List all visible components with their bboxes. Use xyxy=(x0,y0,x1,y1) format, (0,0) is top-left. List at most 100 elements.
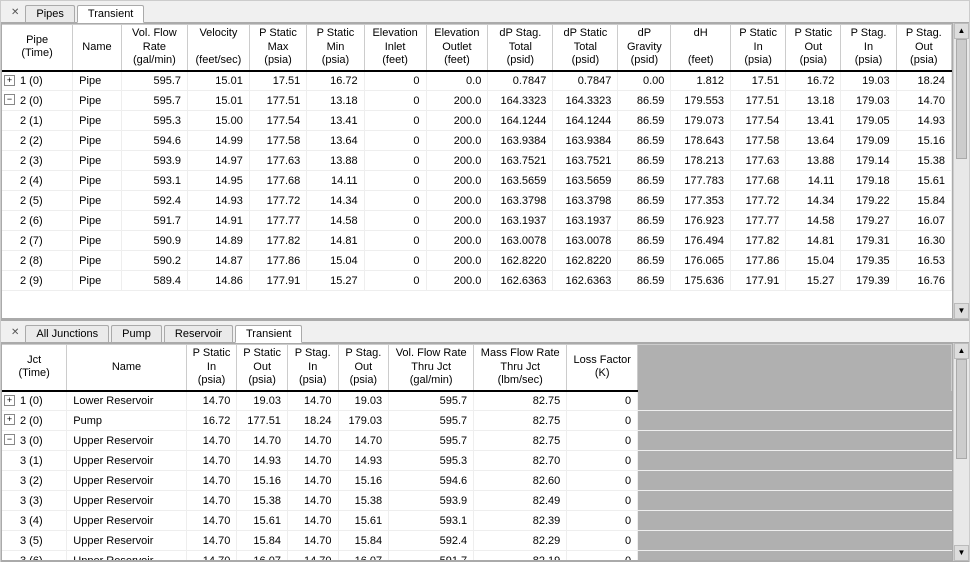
expand-icon[interactable]: + xyxy=(4,414,15,425)
table-row[interactable]: 3 (5)Upper Reservoir14.7015.8414.7015.84… xyxy=(2,531,952,551)
table-row[interactable]: +1 (0)Pipe595.715.0117.5116.7200.00.7847… xyxy=(2,71,952,91)
row-id: 2 (7) xyxy=(20,235,43,247)
column-header[interactable]: P Static In (psia) xyxy=(186,345,237,391)
collapse-icon[interactable]: − xyxy=(4,434,15,445)
table-row[interactable]: −3 (0)Upper Reservoir14.7014.7014.7014.7… xyxy=(2,431,952,451)
column-header[interactable]: P Stag. In (psia) xyxy=(287,345,338,391)
row-name: Upper Reservoir xyxy=(67,551,186,562)
table-row[interactable]: 2 (5)Pipe592.414.93177.7214.340200.0163.… xyxy=(2,191,952,211)
table-row[interactable]: +2 (0)Pump16.72177.5118.24179.03595.782.… xyxy=(2,411,952,431)
cell-value: 179.09 xyxy=(841,131,896,151)
scroll-up-icon[interactable]: ▲ xyxy=(954,23,969,39)
table-row[interactable]: 2 (6)Pipe591.714.91177.7714.580200.0163.… xyxy=(2,211,952,231)
cell-value: 86.59 xyxy=(618,111,671,131)
bottom-tab-all-junctions[interactable]: All Junctions xyxy=(25,325,109,342)
table-row[interactable]: 2 (4)Pipe593.114.95177.6814.110200.0163.… xyxy=(2,171,952,191)
cell-value: 179.35 xyxy=(841,251,896,271)
collapse-icon[interactable]: − xyxy=(4,94,15,105)
table-row[interactable]: 3 (1)Upper Reservoir14.7014.9314.7014.93… xyxy=(2,451,952,471)
scroll-thumb[interactable] xyxy=(956,359,967,459)
column-header[interactable]: P Static In (psia) xyxy=(731,25,786,71)
collapse-bottom-icon[interactable]: ✕ xyxy=(5,327,25,338)
column-header[interactable]: Vol. Flow Rate (gal/min) xyxy=(121,25,187,71)
cell-value: 14.11 xyxy=(307,171,364,191)
table-row[interactable]: 2 (2)Pipe594.614.99177.5813.640200.0163.… xyxy=(2,131,952,151)
row-name: Upper Reservoir xyxy=(67,511,186,531)
scroll-thumb[interactable] xyxy=(956,39,967,159)
cell-value: 593.1 xyxy=(121,171,187,191)
table-row[interactable]: 3 (4)Upper Reservoir14.7015.6114.7015.61… xyxy=(2,511,952,531)
collapse-top-icon[interactable]: ✕ xyxy=(5,7,25,18)
top-tab-strip: ✕ PipesTransient xyxy=(1,1,969,23)
cell-value: 14.70 xyxy=(287,551,338,562)
column-header[interactable]: dH (feet) xyxy=(671,25,731,71)
table-row[interactable]: 3 (3)Upper Reservoir14.7015.3814.7015.38… xyxy=(2,491,952,511)
column-header[interactable]: Velocity (feet/sec) xyxy=(188,25,250,71)
top-tab-pipes[interactable]: Pipes xyxy=(25,5,75,22)
row-id: 2 (0) xyxy=(20,415,43,427)
column-header[interactable]: P Static Max (psia) xyxy=(249,25,306,71)
bottom-tab-transient[interactable]: Transient xyxy=(235,325,302,343)
table-row[interactable]: 3 (6)Upper Reservoir14.7016.0714.7016.07… xyxy=(2,551,952,562)
cell-value: 15.38 xyxy=(338,491,389,511)
column-header[interactable]: P Stag. Out (psia) xyxy=(896,25,951,71)
column-header[interactable]: P Stag. Out (psia) xyxy=(338,345,389,391)
column-header[interactable]: Jct (Time) xyxy=(2,345,67,391)
table-row[interactable]: 2 (8)Pipe590.214.87177.8615.040200.0162.… xyxy=(2,251,952,271)
column-header[interactable]: Loss Factor (K) xyxy=(567,345,638,391)
cell-value: 82.39 xyxy=(474,511,567,531)
cell-value: 19.03 xyxy=(841,71,896,91)
cell-value: 593.9 xyxy=(121,151,187,171)
column-header[interactable]: Vol. Flow Rate Thru Jct (gal/min) xyxy=(389,345,474,391)
column-header[interactable]: Name xyxy=(67,345,186,391)
cell-value: 82.60 xyxy=(474,471,567,491)
top-vscrollbar[interactable]: ▲ ▼ xyxy=(953,23,969,319)
table-row[interactable]: +1 (0)Lower Reservoir14.7019.0314.7019.0… xyxy=(2,391,952,411)
cell-value: 163.3798 xyxy=(488,191,553,211)
column-header[interactable]: dP Stag. Total (psid) xyxy=(488,25,553,71)
column-header[interactable]: Name xyxy=(73,25,122,71)
column-header[interactable]: Elevation Inlet (feet) xyxy=(364,25,426,71)
scroll-down-icon[interactable]: ▼ xyxy=(954,545,969,561)
cell-value: 177.51 xyxy=(237,411,288,431)
cell-value: 162.6363 xyxy=(488,271,553,291)
top-tab-transient[interactable]: Transient xyxy=(77,5,144,23)
column-header[interactable]: P Static Out (psia) xyxy=(237,345,288,391)
scroll-down-icon[interactable]: ▼ xyxy=(954,303,969,319)
bottom-tab-reservoir[interactable]: Reservoir xyxy=(164,325,233,342)
table-row[interactable]: −2 (0)Pipe595.715.01177.5113.180200.0164… xyxy=(2,91,952,111)
cell-value: 178.643 xyxy=(671,131,731,151)
table-row[interactable]: 3 (2)Upper Reservoir14.7015.1614.7015.16… xyxy=(2,471,952,491)
row-id: 3 (5) xyxy=(20,535,43,547)
row-name: Upper Reservoir xyxy=(67,451,186,471)
column-header[interactable]: Pipe (Time) xyxy=(2,25,73,71)
column-header[interactable]: P Static Out (psia) xyxy=(786,25,841,71)
table-row[interactable]: 2 (9)Pipe589.414.86177.9115.270200.0162.… xyxy=(2,271,952,291)
cell-value: 14.70 xyxy=(186,471,237,491)
column-header[interactable]: P Stag. In (psia) xyxy=(841,25,896,71)
cell-value: 0 xyxy=(567,511,638,531)
cell-value: 18.24 xyxy=(896,71,951,91)
table-row[interactable]: 2 (1)Pipe595.315.00177.5413.410200.0164.… xyxy=(2,111,952,131)
bottom-vscrollbar[interactable]: ▲ ▼ xyxy=(953,343,969,561)
cell-value: 177.63 xyxy=(731,151,786,171)
table-row[interactable]: 2 (7)Pipe590.914.89177.8214.810200.0163.… xyxy=(2,231,952,251)
expand-icon[interactable]: + xyxy=(4,75,15,86)
cell-value: 0 xyxy=(567,491,638,511)
column-header[interactable]: dP Gravity (psid) xyxy=(618,25,671,71)
bottom-tab-pump[interactable]: Pump xyxy=(111,325,162,342)
column-header[interactable]: Mass Flow Rate Thru Jct (lbm/sec) xyxy=(474,345,567,391)
column-header[interactable]: Elevation Outlet (feet) xyxy=(426,25,488,71)
empty-cell xyxy=(638,391,952,411)
cell-value: 179.22 xyxy=(841,191,896,211)
column-header[interactable]: dP Static Total (psid) xyxy=(553,25,618,71)
row-id: 2 (8) xyxy=(20,255,43,267)
column-header[interactable]: P Static Min (psia) xyxy=(307,25,364,71)
row-name: Pipe xyxy=(73,71,122,91)
cell-value: 177.68 xyxy=(731,171,786,191)
expand-icon[interactable]: + xyxy=(4,395,15,406)
scroll-up-icon[interactable]: ▲ xyxy=(954,343,969,359)
cell-value: 0 xyxy=(364,151,426,171)
cell-value: 0 xyxy=(364,71,426,91)
table-row[interactable]: 2 (3)Pipe593.914.97177.6313.880200.0163.… xyxy=(2,151,952,171)
